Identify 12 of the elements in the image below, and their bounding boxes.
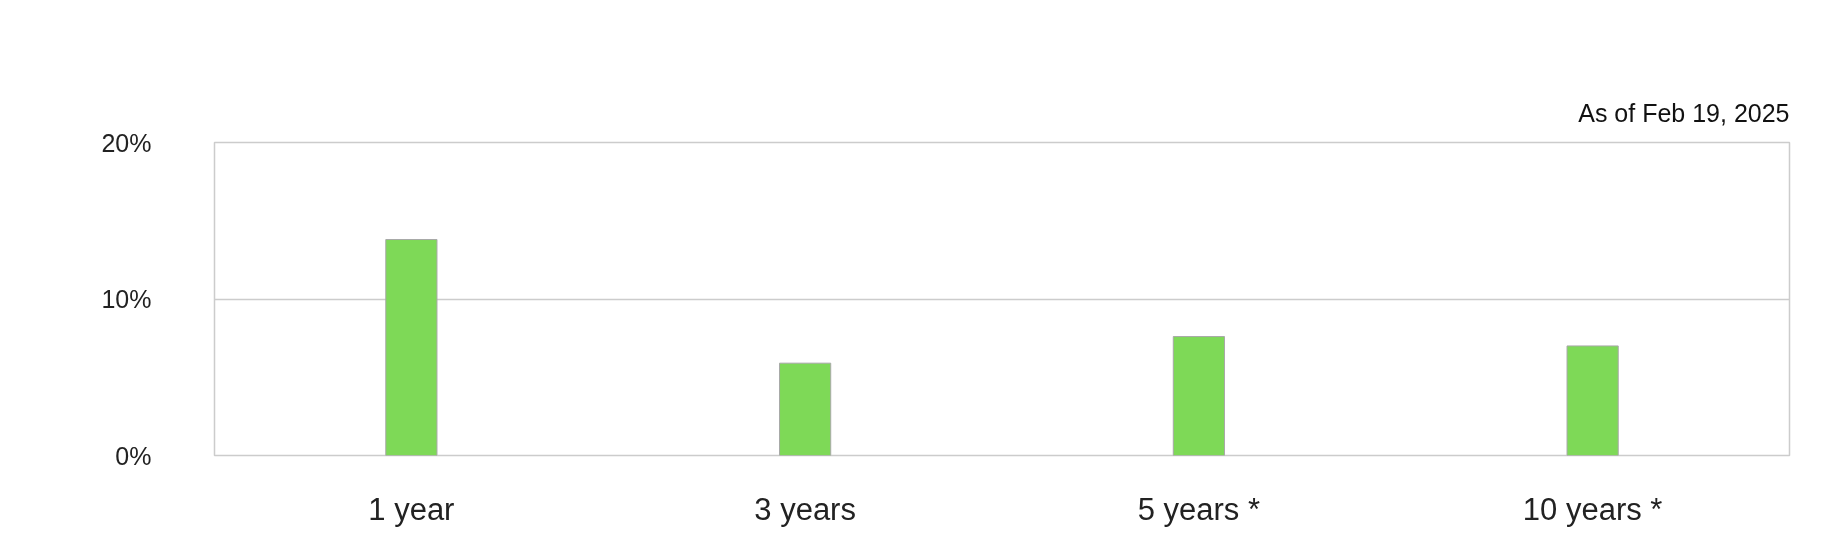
x-tick-label: 3 years [754, 491, 856, 527]
text: As of Feb 19, 2025 [1578, 98, 1790, 127]
bar [779, 362, 832, 456]
y-tick-label: 20% [101, 128, 152, 157]
bar [1566, 345, 1619, 456]
x-tick-label: 5 years * [1137, 491, 1261, 527]
y-tick-label: 10% [101, 285, 152, 313]
x-tick-label: 10 years * [1522, 491, 1663, 527]
bar [1172, 336, 1225, 456]
y-tick-label: 0% [115, 441, 152, 470]
x-tick-label: 1 year [368, 491, 455, 527]
bar [385, 239, 438, 456]
